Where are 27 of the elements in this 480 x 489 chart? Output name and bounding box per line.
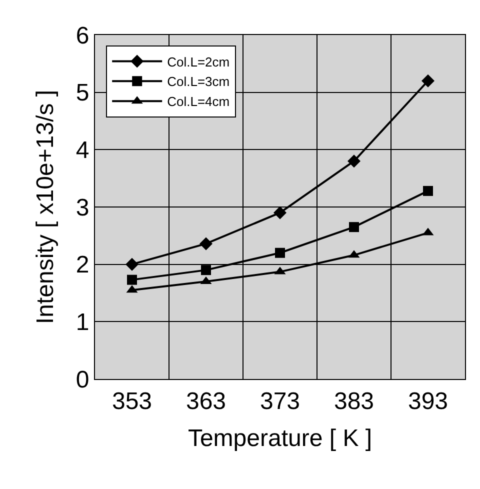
point bbox=[423, 186, 433, 196]
y-axis-title: Intensity [ x10e+13/s ] bbox=[32, 90, 59, 324]
x-tick-label: 363 bbox=[186, 388, 226, 415]
y-tick-label: 4 bbox=[76, 137, 90, 164]
point bbox=[275, 248, 285, 258]
legend-label: Col.L=4cm bbox=[167, 94, 230, 110]
point bbox=[274, 206, 286, 220]
point bbox=[200, 237, 212, 250]
y-tick-label: 2 bbox=[76, 252, 90, 279]
point bbox=[127, 274, 137, 285]
point bbox=[126, 258, 138, 271]
legend-label: Col.L=2cm bbox=[167, 54, 230, 70]
point bbox=[349, 222, 359, 232]
y-tick-label: 6 bbox=[76, 22, 90, 50]
y-tick-label: 1 bbox=[76, 309, 90, 336]
x-tick-label: 393 bbox=[408, 388, 448, 415]
x-tick-label: 373 bbox=[260, 388, 300, 415]
legend-label: Col.L=3cm bbox=[167, 74, 230, 90]
point bbox=[422, 74, 434, 88]
y-tick-label: 3 bbox=[76, 194, 90, 222]
point bbox=[348, 154, 360, 168]
y-tick-label: 5 bbox=[76, 80, 90, 107]
y-tick-label: 0 bbox=[76, 366, 90, 394]
x-axis-title: Temperature [ K ] bbox=[188, 425, 372, 452]
x-tick-label: 383 bbox=[334, 388, 374, 415]
point bbox=[201, 265, 211, 276]
x-tick-label: 353 bbox=[112, 388, 152, 415]
